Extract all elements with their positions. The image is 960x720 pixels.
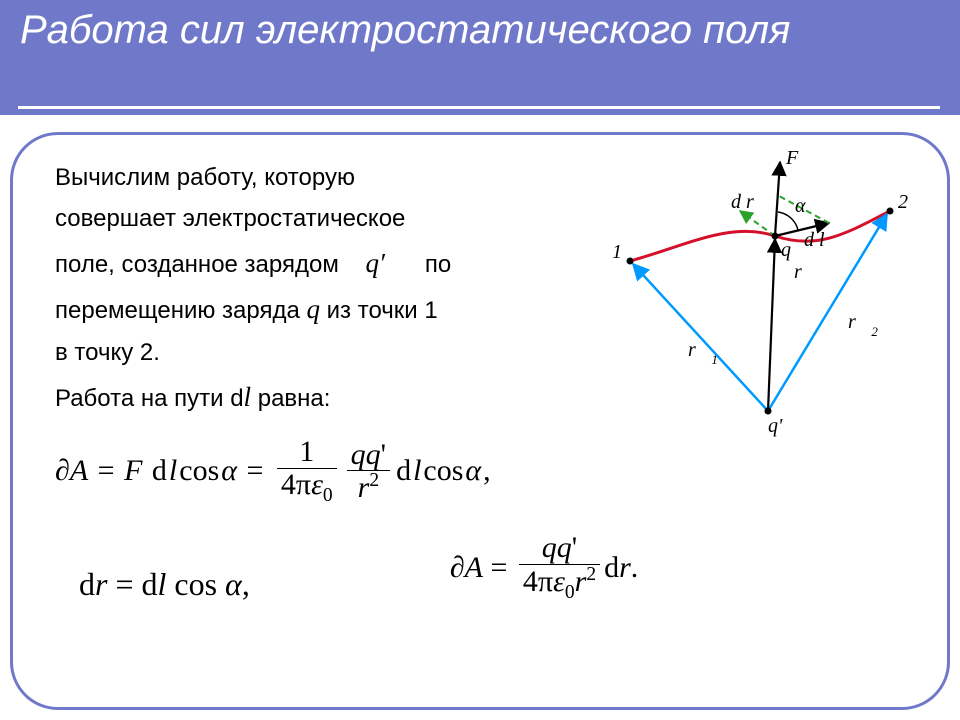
- formula-2: dr = dl cos α,: [79, 566, 250, 603]
- frac-qq-over-r2: qq' r2: [347, 439, 390, 504]
- label-alpha: α: [795, 195, 806, 217]
- point-1: [627, 258, 634, 265]
- label-q: q: [781, 239, 791, 261]
- vector-diagram: 1 2 F⃗ d r⃗ α d l⃗ q r⃗ r⃗1 r⃗2 q': [590, 156, 920, 436]
- label-qprime: q': [768, 415, 783, 437]
- point-2: [887, 208, 894, 215]
- label-point-2: 2: [898, 191, 908, 213]
- vector-r1: [633, 264, 768, 411]
- vector-r: [768, 239, 775, 411]
- body-line-4: перемещению заряда q из точки 1: [55, 286, 585, 332]
- body-line-5: в точку 2.: [55, 332, 585, 373]
- label-r2: r⃗2: [848, 311, 878, 339]
- label-F: F⃗: [785, 147, 814, 169]
- symbol-q: q: [306, 294, 320, 324]
- body-line-2: совершает электростатическое: [55, 198, 585, 239]
- title-bar: Работа сил электростатического поля: [0, 0, 960, 115]
- body-paragraph: Вычислим работу, которую совершает элект…: [55, 157, 585, 420]
- symbol-q-prime: q′: [366, 248, 385, 278]
- formula-3: ∂A = qq' 4πε0r2 dr.: [450, 532, 638, 603]
- label-dr: d r⃗: [731, 191, 769, 213]
- body-line-3: поле, созданное зарядом q′ по: [55, 240, 585, 286]
- frac-qq-over-4pie0r2: qq' 4πε0r2: [519, 532, 600, 603]
- slide-title: Работа сил электростатического поля: [0, 0, 960, 65]
- trajectory-curve: [630, 211, 890, 261]
- formulas-block: ∂A = F dlcosα = 1 4πε0 qq' r2 dlcosα, dr…: [55, 436, 907, 603]
- formula-1: ∂A = F dlcosα = 1 4πε0 qq' r2 dlcosα,: [55, 436, 907, 506]
- label-point-1: 1: [612, 241, 622, 263]
- body-line-6: Работа на пути dl равна:: [55, 374, 585, 420]
- point-qprime: [765, 408, 772, 415]
- label-dl: d l⃗: [804, 229, 840, 251]
- title-underline: [18, 106, 940, 109]
- vector-F: [775, 162, 780, 236]
- point-q: [772, 233, 779, 240]
- frac-1-over-4pie0: 1 4πε0: [277, 436, 337, 506]
- label-r1: r⃗1: [688, 339, 718, 367]
- label-r: r⃗: [794, 261, 817, 283]
- body-line-1: Вычислим работу, которую: [55, 157, 585, 198]
